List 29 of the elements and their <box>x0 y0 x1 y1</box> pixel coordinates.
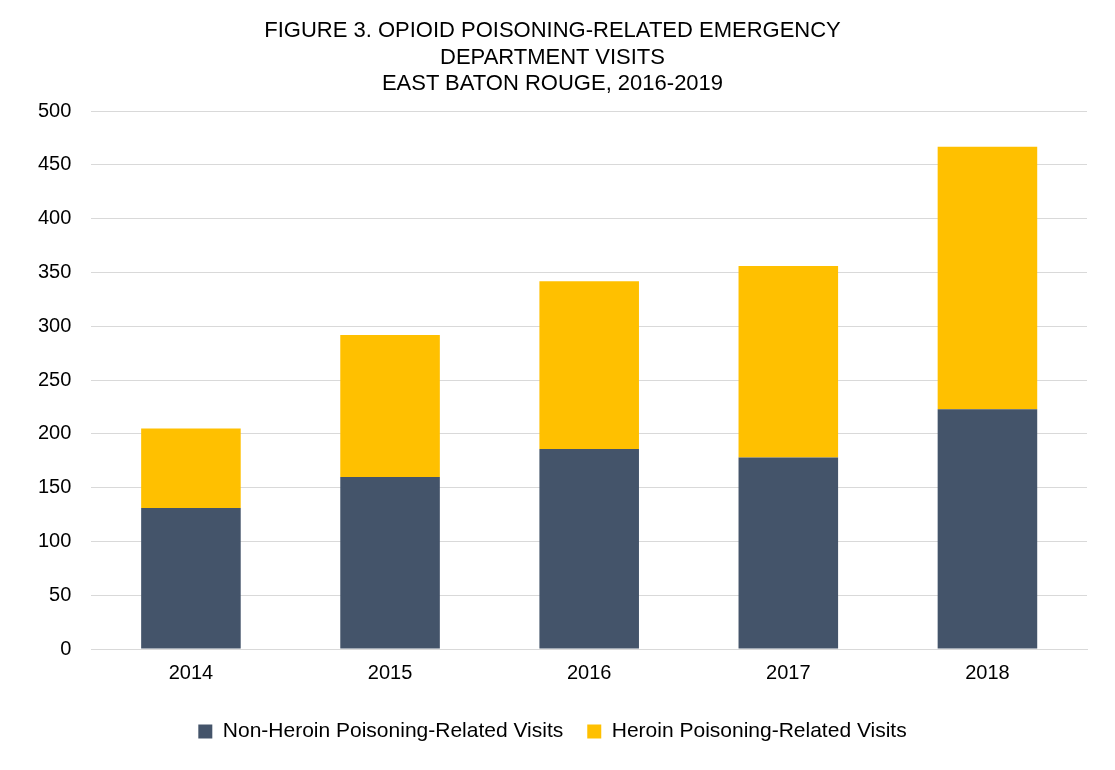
chart-title: FIGURE 3. OPIOID POISONING-RELATED EMERGENCY DEPARTMENT VISITS EAST BATON ROUGE, 2016-2019 <box>264 17 842 96</box>
y-tick-label: 350 <box>37 260 72 283</box>
y-tick-label: 0 <box>60 636 72 659</box>
y-tick-label: 250 <box>37 367 72 390</box>
bar <box>539 281 639 449</box>
y-tick-label: 200 <box>37 421 72 444</box>
y-tick-label: 50 <box>49 582 72 605</box>
bar <box>539 448 639 649</box>
y-tick-label: 300 <box>37 313 72 336</box>
bar <box>937 409 1038 649</box>
bar <box>738 457 839 649</box>
y-tick-label: 450 <box>37 152 72 175</box>
bar <box>340 334 440 477</box>
bar <box>141 428 241 509</box>
bar <box>937 146 1038 410</box>
y-tick-label: 100 <box>37 528 72 551</box>
y-tick-label: 400 <box>37 206 72 229</box>
y-tick-label: 150 <box>37 475 72 498</box>
x-tick-label: 2017 <box>766 660 811 683</box>
bar <box>141 508 241 649</box>
legend-label: Non-Heroin Poisoning-Related Visits <box>222 718 564 742</box>
y-tick-label: 500 <box>37 98 72 121</box>
x-tick-label: 2016 <box>566 660 612 683</box>
x-tick-label: 2014 <box>168 660 214 683</box>
bar <box>340 476 440 649</box>
legend-label: Heroin Poisoning-Related Visits <box>611 718 907 742</box>
x-tick-label: 2018 <box>965 660 1010 683</box>
bar <box>738 266 839 458</box>
x-tick-label: 2015 <box>367 660 413 683</box>
